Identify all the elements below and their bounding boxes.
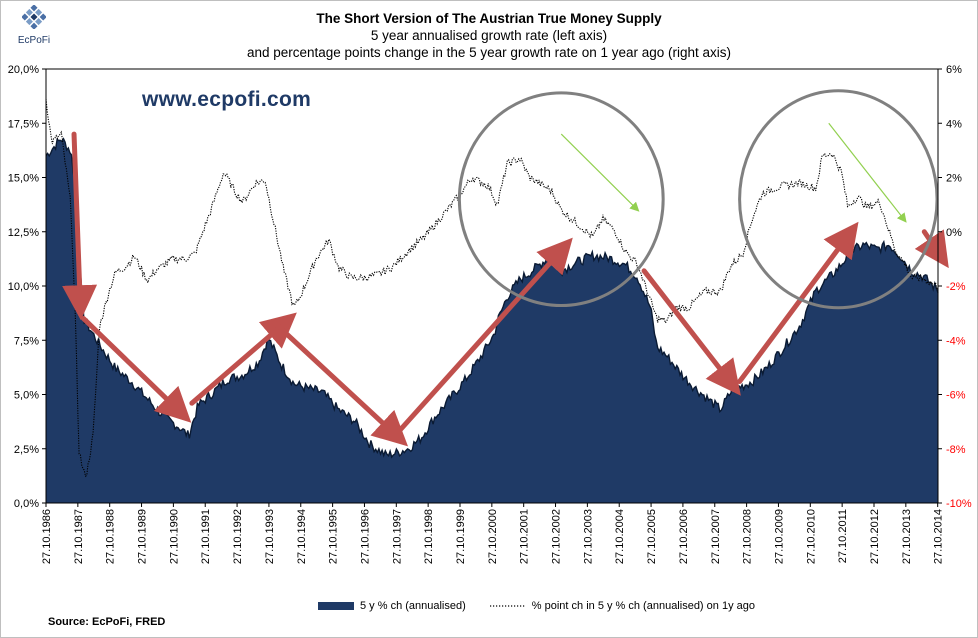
logo-text: EcPoFi — [17, 35, 51, 46]
right-axis-label: -4% — [946, 335, 966, 347]
right-axis-label: 2% — [946, 173, 962, 185]
chart-subtitle-1: 5 year annualised growth rate (left axis… — [370, 28, 608, 43]
title-block: The Short Version of The Austrian True M… — [0, 10, 978, 61]
x-axis-label: 27.10.1991 — [200, 509, 212, 564]
legend: 5 y % ch (annualised) % point ch in 5 y … — [318, 600, 755, 612]
x-axis-label: 27.10.2005 — [646, 509, 658, 564]
highlight-circle-2012 — [738, 89, 939, 310]
x-axis-label: 27.10.1998 — [423, 509, 435, 564]
left-axis-label: 20,0% — [8, 64, 39, 76]
right-axis-label: -8% — [946, 444, 966, 456]
left-axis-label: 15,0% — [8, 173, 39, 185]
left-axis-label: 10,0% — [8, 281, 39, 293]
x-axis-label: 27.10.1993 — [264, 509, 276, 564]
logo: EcPoFi — [14, 4, 54, 46]
x-axis-label: 27.10.2007 — [710, 509, 722, 564]
legend-label-line: % point ch in 5 y % ch (annualised) on 1… — [531, 600, 755, 612]
area-layer — [45, 137, 939, 503]
x-axis-label: 27.10.2001 — [519, 509, 531, 564]
x-axis-label: 27.10.1986 — [41, 509, 53, 564]
x-axis-label: 27.10.2013 — [901, 509, 913, 564]
green-trend-arrow — [828, 122, 907, 223]
trend-arrow — [81, 316, 192, 423]
legend-label-area: 5 y % ch (annualised) — [360, 600, 466, 612]
x-axis-label: 27.10.2011 — [837, 509, 849, 563]
left-axis-label: 12,5% — [8, 227, 39, 239]
right-axis-label: 4% — [946, 118, 962, 130]
trend-arrow — [914, 229, 949, 269]
x-axis-label: 27.10.2008 — [742, 509, 754, 564]
axis-layer: 0,0% 2,5% 5,0% 7,5% 10,0% 12,5% 15,0% 17,5% 20,0… — [8, 64, 972, 564]
legend-item-line: % point ch in 5 y % ch (annualised) on 1… — [489, 600, 755, 612]
x-axis-label: 27.10.2006 — [678, 509, 690, 564]
trend-arrow — [189, 312, 297, 406]
x-axis-label: 27.10.1999 — [455, 509, 467, 564]
trend-arrow — [396, 237, 573, 434]
x-axis-label: 27.10.2003 — [582, 509, 594, 564]
x-axis-label: 27.10.2014 — [933, 509, 945, 564]
x-axis-label: 27.10.2010 — [805, 509, 817, 564]
x-axis-label: 27.10.2000 — [487, 509, 499, 564]
left-axis-label: 7,5% — [14, 335, 39, 347]
legend-swatch-line — [489, 605, 526, 607]
left-axis-label: 2,5% — [14, 444, 39, 456]
left-axis-label: 17,5% — [8, 118, 39, 130]
green-trend-arrow — [560, 133, 640, 212]
website-watermark: www.ecpofi.com — [142, 88, 312, 111]
right-axis-label: -2% — [946, 281, 966, 293]
x-axis-label: 27.10.2002 — [551, 509, 563, 564]
x-axis-label: 27.10.1992 — [232, 509, 244, 564]
x-axis-label: 27.10.1988 — [105, 509, 117, 564]
source-note: Source: EcPoFi, FRED — [48, 616, 166, 628]
x-axis-label: 27.10.1994 — [296, 509, 308, 564]
highlight-circle-2003 — [457, 91, 665, 308]
right-axis-label: 6% — [946, 64, 962, 76]
chart-subtitle-2: and percentage points change in the 5 ye… — [246, 45, 732, 60]
area-series-5y-growth — [46, 138, 938, 503]
annotation-layer — [62, 89, 949, 447]
left-axis-label: 0,0% — [14, 498, 39, 510]
trend-arrow — [272, 320, 409, 447]
legend-item-area: 5 y % ch (annualised) — [318, 600, 466, 612]
x-axis-label: 27.10.1990 — [168, 509, 180, 564]
trend-arrow — [737, 221, 859, 384]
x-axis-label: 27.10.1997 — [391, 509, 403, 564]
trend-arrow — [641, 268, 741, 396]
x-axis-label: 27.10.1989 — [137, 509, 149, 564]
x-axis-label: 27.10.1995 — [328, 509, 340, 564]
chart-title: The Short Version of The Austrian True M… — [316, 11, 662, 26]
left-axis-label: 5,0% — [14, 390, 39, 402]
right-axis-label: 0% — [946, 227, 962, 239]
right-axis-label: -6% — [946, 390, 966, 402]
legend-swatch-area — [318, 602, 354, 610]
trend-arrow — [62, 131, 98, 321]
x-axis-label: 27.10.1996 — [359, 509, 371, 564]
x-axis-label: 27.10.2012 — [869, 509, 881, 564]
x-axis-label: 27.10.2004 — [614, 509, 626, 564]
logo-icon — [21, 4, 47, 30]
area-series-edge — [45, 137, 939, 459]
right-axis-label: -10% — [946, 498, 972, 510]
x-axis-label: 27.10.1987 — [73, 509, 85, 564]
x-axis-label: 27.10.2009 — [773, 509, 785, 564]
